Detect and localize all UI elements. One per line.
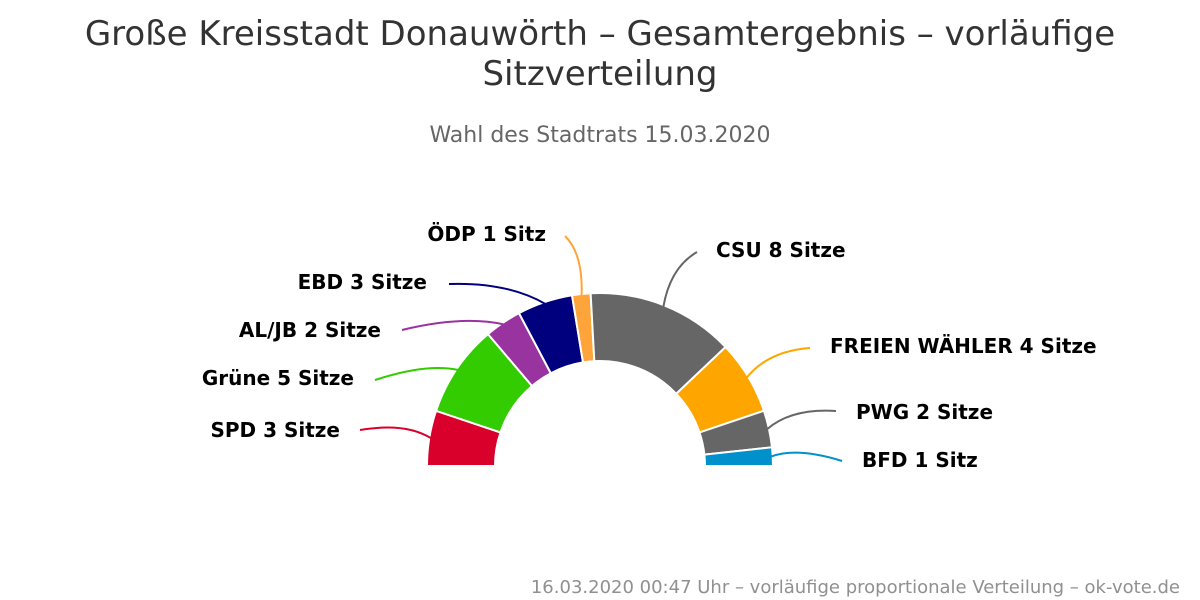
data-label-gruene: Grüne 5 Sitze bbox=[202, 366, 354, 390]
connector-gruene bbox=[374, 366, 459, 381]
data-label-al-jb: AL/JB 2 Sitze bbox=[239, 318, 381, 342]
connector-bfd bbox=[770, 451, 843, 462]
connector-freien-waehler bbox=[745, 347, 811, 379]
data-label-csu: CSU 8 Sitze bbox=[716, 238, 846, 262]
connector-csu bbox=[662, 251, 698, 308]
chart-subtitle: Wahl des Stadtrats 15.03.2020 bbox=[429, 123, 771, 148]
data-label-pwg: PWG 2 Sitze bbox=[856, 400, 993, 424]
chart-title: Große Kreisstadt Donauwörth – Gesamterge… bbox=[84, 14, 1116, 94]
slice-bfd bbox=[703, 446, 775, 467]
data-label-spd: SPD 3 Sitze bbox=[210, 418, 340, 442]
chart-footer: 16.03.2020 00:47 Uhr – vorläufige propor… bbox=[530, 577, 1180, 598]
connector-ebd bbox=[448, 282, 546, 305]
data-label-oedp: ÖDP 1 Sitz bbox=[427, 222, 546, 246]
connector-spd bbox=[359, 426, 432, 440]
data-label-bfd: BFD 1 Sitz bbox=[862, 448, 978, 472]
connector-oedp bbox=[564, 235, 583, 297]
data-label-freien-waehler: FREIEN WÄHLER 4 Sitze bbox=[830, 334, 1097, 358]
connector-al-jb bbox=[401, 319, 505, 331]
connector-pwg bbox=[766, 409, 837, 430]
data-label-ebd: EBD 3 Sitze bbox=[298, 270, 427, 294]
